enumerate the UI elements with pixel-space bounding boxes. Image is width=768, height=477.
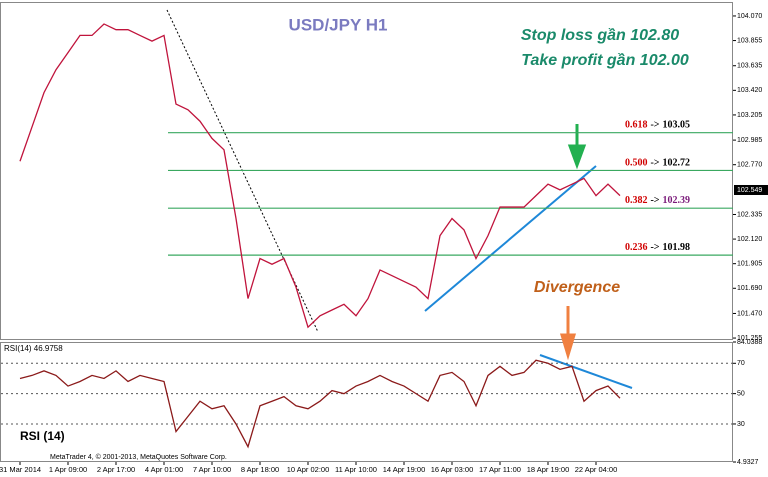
fib-label: 0.500 -> 102.72 [625, 158, 690, 169]
y-tick-label: 101.470 [737, 310, 762, 317]
x-tick-label: 1 Apr 09:00 [49, 465, 87, 474]
rsi-panel [0, 342, 733, 462]
fib-value: 103.05 [663, 120, 691, 131]
y-tick-label: 70 [737, 360, 745, 367]
y-tick-label: 103.635 [737, 63, 762, 70]
y-tick-label: 101.255 [737, 335, 762, 342]
y-tick-label: 4.9327 [737, 459, 759, 466]
annotation: Take profit gần 102.00 [521, 52, 689, 69]
x-tick-label: 18 Apr 19:00 [527, 465, 570, 474]
fib-separator: -> [650, 120, 659, 131]
x-tick-label: 10 Apr 02:00 [287, 465, 330, 474]
fib-separator: -> [650, 158, 659, 169]
x-tick-label: 2 Apr 17:00 [97, 465, 135, 474]
y-tick-label: 104.070 [737, 13, 762, 20]
y-tick-label: 50 [737, 390, 745, 397]
rsi-label: RSI (14) [20, 429, 65, 443]
arrow [559, 306, 577, 361]
annotation: Divergence [534, 279, 620, 296]
fib-label: 0.236 -> 101.98 [625, 242, 690, 253]
x-tick-label: 16 Apr 03:00 [431, 465, 474, 474]
fib-ratio: 0.382 [625, 195, 648, 206]
fib-ratio: 0.500 [625, 158, 648, 169]
x-tick-label: 7 Apr 10:00 [193, 465, 231, 474]
fib-value: 102.72 [663, 158, 691, 169]
trend-line [424, 165, 597, 312]
y-tick-label: 101.905 [737, 261, 762, 268]
current-price: 102.549 [737, 187, 762, 194]
fib-value: 101.98 [663, 242, 691, 253]
y-tick-label: 103.205 [737, 112, 762, 119]
divergence-line [539, 354, 633, 389]
fib-label: 0.618 -> 103.05 [625, 120, 690, 131]
fib-ratio: 0.618 [625, 120, 648, 131]
rsi-title: RSI(14) 46.9758 [4, 344, 63, 353]
y-tick-label: 102.985 [737, 137, 762, 144]
arrow [567, 124, 587, 170]
x-tick-label: 22 Apr 04:00 [575, 465, 618, 474]
x-tick-label: 31 Mar 2014 [0, 465, 41, 474]
y-tick-label: 102.120 [737, 236, 762, 243]
fib-separator: -> [650, 195, 659, 206]
x-tick-label: 17 Apr 11:00 [479, 465, 521, 474]
y-tick-label: 84.0388 [737, 339, 762, 346]
y-tick-label: 30 [737, 421, 745, 428]
y-tick-label: 102.770 [737, 162, 762, 169]
annotation: Stop loss gần 102.80 [521, 27, 679, 44]
chart-title: USD/JPY H1 [289, 15, 388, 34]
fib-ratio: 0.236 [625, 242, 648, 253]
x-tick-label: 8 Apr 18:00 [241, 465, 279, 474]
y-tick-label: 102.335 [737, 211, 762, 218]
x-tick-label: 11 Apr 10:00 [335, 465, 377, 474]
current-price-box [734, 184, 768, 195]
x-tick-label: 4 Apr 01:00 [145, 465, 183, 474]
price-line [19, 359, 621, 449]
credit: MetaTrader 4, © 2001-2013, MetaQuotes So… [50, 453, 227, 461]
y-tick-label: 103.855 [737, 37, 762, 44]
price-line [19, 23, 621, 329]
fib-separator: -> [650, 242, 659, 253]
fib-value: 102.39 [663, 195, 691, 206]
y-tick-label: 101.690 [737, 285, 762, 292]
fib-label: 0.382 -> 102.39 [625, 195, 690, 206]
x-tick-label: 14 Apr 19:00 [383, 465, 426, 474]
y-tick-label: 103.420 [737, 87, 762, 94]
